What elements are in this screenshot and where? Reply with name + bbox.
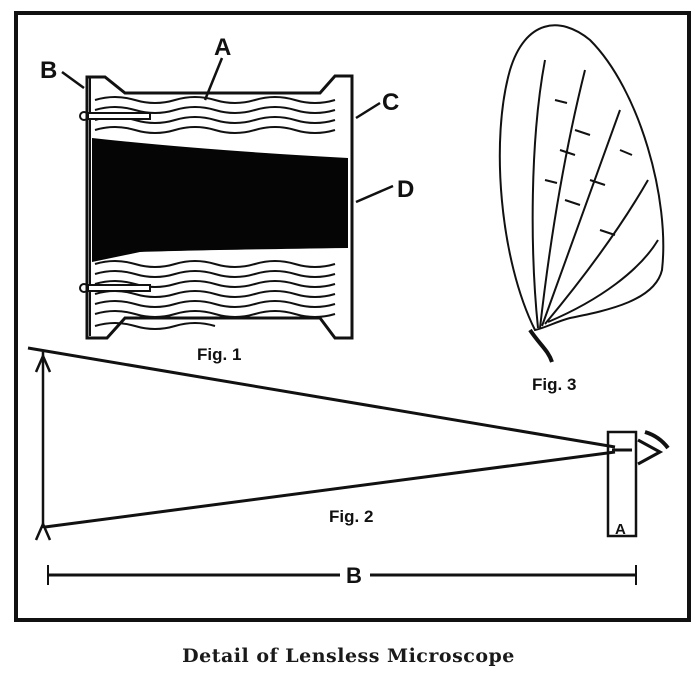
fig2-label: Fig. 2 (329, 507, 373, 526)
caption: Detail of Lensless Microscope (182, 645, 515, 667)
part-label-a: A (214, 34, 231, 61)
wood-grain (94, 96, 336, 330)
lower-ray (44, 450, 616, 529)
screw-bottom (87, 284, 151, 292)
dimension-label-b: B (346, 563, 362, 588)
upper-ray (27, 346, 616, 449)
part-label-b: B (40, 57, 57, 84)
screw-top (87, 112, 151, 120)
fig3-label: Fig. 3 (532, 375, 576, 394)
fig2-ray-diagram (27, 346, 670, 585)
fig1-label: Fig. 1 (197, 345, 241, 364)
part-label-d: D (397, 176, 414, 203)
fig3-insect-wing (498, 24, 665, 363)
fig1-leaders (61, 57, 394, 204)
eye-icon (637, 438, 664, 466)
eyelash-mark (644, 430, 670, 450)
part-label-c: C (382, 89, 399, 116)
fig1-spool (79, 74, 354, 340)
spool-side-view (606, 430, 638, 538)
frame-border (14, 11, 691, 622)
bore-hole (92, 138, 348, 262)
dimension-label-a: A (615, 521, 626, 538)
